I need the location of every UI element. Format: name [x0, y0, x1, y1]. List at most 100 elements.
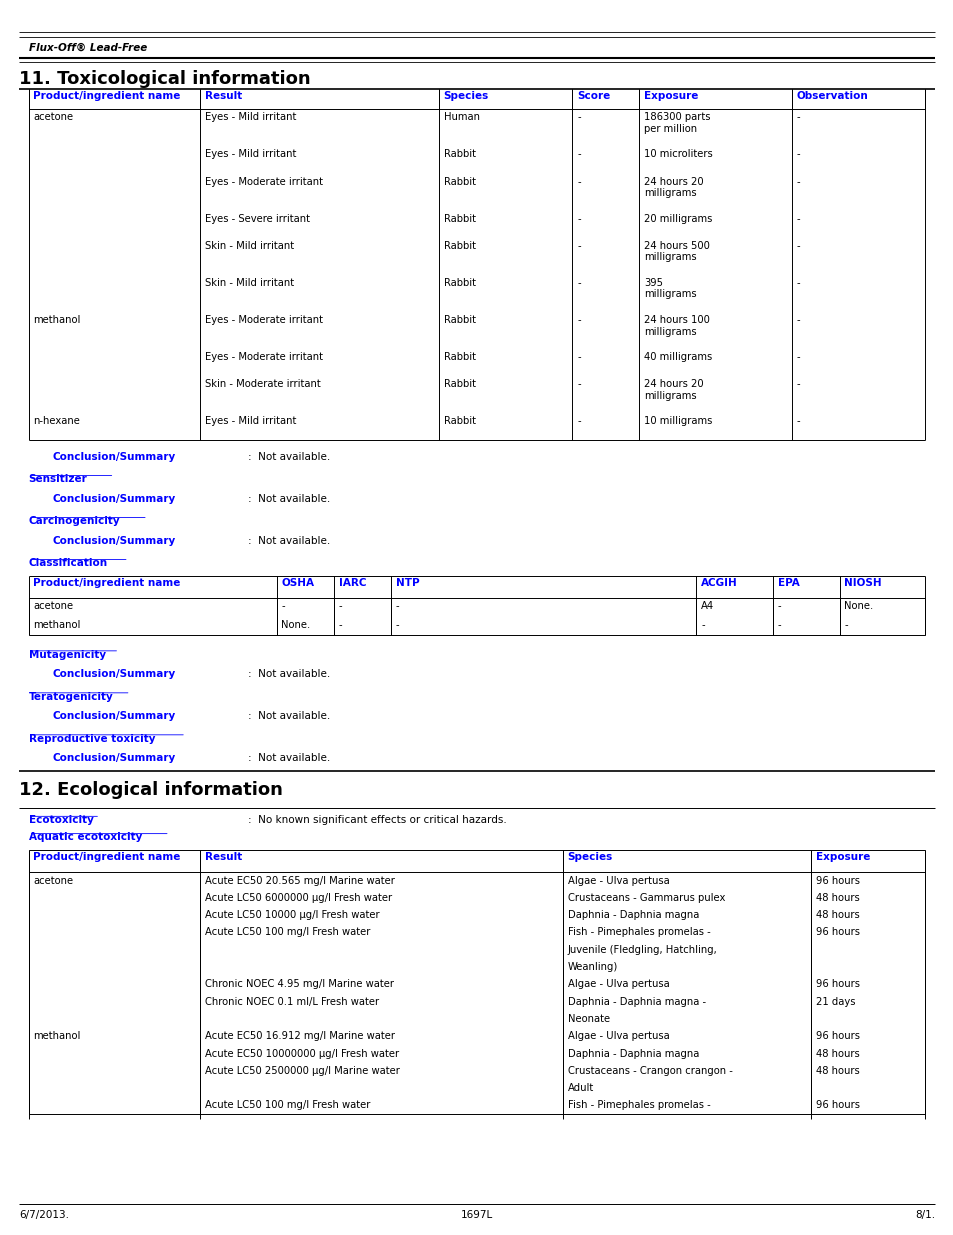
Text: Daphnia - Daphnia magna -: Daphnia - Daphnia magna - [567, 997, 705, 1007]
Text: Algae - Ulva pertusa: Algae - Ulva pertusa [567, 876, 669, 885]
Text: Rabbit: Rabbit [443, 278, 476, 288]
Text: :  Not available.: : Not available. [248, 536, 330, 546]
Text: 21 days: 21 days [815, 997, 854, 1007]
Text: 48 hours: 48 hours [815, 910, 859, 920]
Text: Chronic NOEC 4.95 mg/l Marine water: Chronic NOEC 4.95 mg/l Marine water [205, 979, 394, 989]
Text: -: - [796, 149, 800, 159]
Text: EPA: EPA [777, 578, 799, 588]
Text: -: - [577, 315, 580, 325]
Text: -: - [796, 214, 800, 224]
Text: Conclusion/Summary: Conclusion/Summary [52, 711, 175, 721]
Text: Eyes - Severe irritant: Eyes - Severe irritant [205, 214, 310, 224]
Text: :  Not available.: : Not available. [248, 494, 330, 504]
Text: 40 milligrams: 40 milligrams [643, 352, 712, 362]
Text: Acute EC50 10000000 µg/l Fresh water: Acute EC50 10000000 µg/l Fresh water [205, 1049, 398, 1058]
Text: Rabbit: Rabbit [443, 352, 476, 362]
Text: acetone: acetone [33, 601, 73, 611]
Text: Human: Human [443, 112, 479, 122]
Text: A4: A4 [700, 601, 714, 611]
Text: -: - [796, 177, 800, 186]
Text: None.: None. [843, 601, 873, 611]
Text: 48 hours: 48 hours [815, 1049, 859, 1058]
Text: 186300 parts
per million: 186300 parts per million [643, 112, 710, 133]
Text: Exposure: Exposure [815, 852, 869, 862]
Text: Algae - Ulva pertusa: Algae - Ulva pertusa [567, 979, 669, 989]
Text: Adult: Adult [567, 1083, 594, 1093]
Text: Skin - Moderate irritant: Skin - Moderate irritant [205, 379, 320, 389]
Text: Eyes - Mild irritant: Eyes - Mild irritant [205, 416, 296, 426]
Text: n-hexane: n-hexane [33, 416, 80, 426]
Text: Rabbit: Rabbit [443, 241, 476, 251]
Text: -: - [577, 112, 580, 122]
Text: NTP: NTP [395, 578, 419, 588]
Text: Species: Species [443, 91, 488, 101]
Text: Eyes - Mild irritant: Eyes - Mild irritant [205, 112, 296, 122]
Text: IARC: IARC [338, 578, 366, 588]
Text: Exposure: Exposure [643, 91, 698, 101]
Text: 96 hours: 96 hours [815, 1031, 859, 1041]
Text: Product/ingredient name: Product/ingredient name [33, 852, 180, 862]
Text: NIOSH: NIOSH [843, 578, 881, 588]
Text: Flux-Off® Lead-Free: Flux-Off® Lead-Free [29, 43, 147, 53]
Text: 8/1.: 8/1. [914, 1210, 934, 1220]
Text: Teratogenicity: Teratogenicity [29, 692, 113, 701]
Text: 96 hours: 96 hours [815, 979, 859, 989]
Text: -: - [577, 214, 580, 224]
Text: Fish - Pimephales promelas -: Fish - Pimephales promelas - [567, 927, 710, 937]
Text: methanol: methanol [33, 1031, 81, 1041]
Text: :  No known significant effects or critical hazards.: : No known significant effects or critic… [248, 815, 506, 825]
Text: -: - [843, 620, 847, 630]
Text: -: - [796, 241, 800, 251]
Text: Conclusion/Summary: Conclusion/Summary [52, 753, 175, 763]
Text: Eyes - Moderate irritant: Eyes - Moderate irritant [205, 315, 323, 325]
Text: Conclusion/Summary: Conclusion/Summary [52, 452, 175, 462]
Text: -: - [395, 620, 399, 630]
Text: :  Not available.: : Not available. [248, 669, 330, 679]
Text: 395
milligrams: 395 milligrams [643, 278, 696, 299]
Text: Result: Result [205, 852, 242, 862]
Text: -: - [395, 601, 399, 611]
Text: -: - [796, 379, 800, 389]
Text: Rabbit: Rabbit [443, 177, 476, 186]
Text: Eyes - Mild irritant: Eyes - Mild irritant [205, 149, 296, 159]
Text: Species: Species [567, 852, 612, 862]
Text: -: - [577, 177, 580, 186]
Text: Eyes - Moderate irritant: Eyes - Moderate irritant [205, 177, 323, 186]
Text: Acute LC50 100 mg/l Fresh water: Acute LC50 100 mg/l Fresh water [205, 1100, 370, 1110]
Text: Skin - Mild irritant: Skin - Mild irritant [205, 241, 294, 251]
Text: Rabbit: Rabbit [443, 315, 476, 325]
Text: Observation: Observation [796, 91, 867, 101]
Text: Result: Result [205, 91, 242, 101]
Text: Rabbit: Rabbit [443, 379, 476, 389]
Text: Rabbit: Rabbit [443, 416, 476, 426]
Text: -: - [796, 352, 800, 362]
Text: 24 hours 500
milligrams: 24 hours 500 milligrams [643, 241, 709, 262]
Text: 48 hours: 48 hours [815, 1066, 859, 1076]
Text: -: - [796, 112, 800, 122]
Text: -: - [338, 601, 342, 611]
Text: :  Not available.: : Not available. [248, 753, 330, 763]
Text: 6/7/2013.: 6/7/2013. [19, 1210, 69, 1220]
Text: Conclusion/Summary: Conclusion/Summary [52, 494, 175, 504]
Text: 96 hours: 96 hours [815, 876, 859, 885]
Text: Classification: Classification [29, 558, 108, 568]
Text: 24 hours 20
milligrams: 24 hours 20 milligrams [643, 379, 702, 400]
Text: 96 hours: 96 hours [815, 1100, 859, 1110]
Text: Conclusion/Summary: Conclusion/Summary [52, 536, 175, 546]
Text: Daphnia - Daphnia magna: Daphnia - Daphnia magna [567, 910, 699, 920]
Text: Daphnia - Daphnia magna: Daphnia - Daphnia magna [567, 1049, 699, 1058]
Text: :  Not available.: : Not available. [248, 452, 330, 462]
Text: ACGIH: ACGIH [700, 578, 738, 588]
Text: Product/ingredient name: Product/ingredient name [33, 91, 180, 101]
Text: Acute LC50 6000000 µg/l Fresh water: Acute LC50 6000000 µg/l Fresh water [205, 893, 392, 903]
Text: -: - [777, 620, 781, 630]
Text: Fish - Pimephales promelas -: Fish - Pimephales promelas - [567, 1100, 710, 1110]
Text: Algae - Ulva pertusa: Algae - Ulva pertusa [567, 1031, 669, 1041]
Text: methanol: methanol [33, 620, 81, 630]
Text: Sensitizer: Sensitizer [29, 474, 88, 484]
Text: Rabbit: Rabbit [443, 214, 476, 224]
Text: :  Not available.: : Not available. [248, 711, 330, 721]
Text: Neonate: Neonate [567, 1014, 609, 1024]
Text: 12. Ecological information: 12. Ecological information [19, 781, 283, 799]
Text: -: - [577, 278, 580, 288]
